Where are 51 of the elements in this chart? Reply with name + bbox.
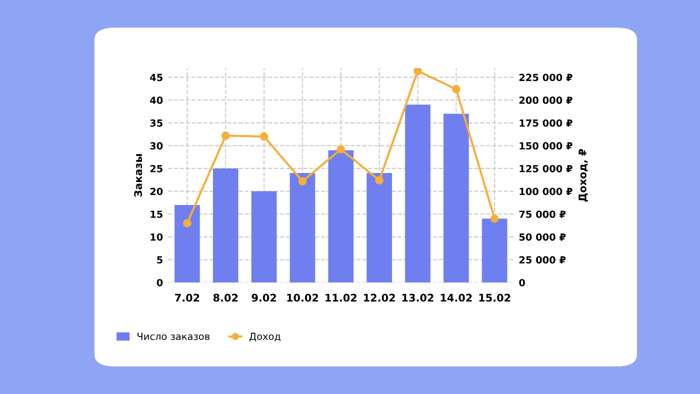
point <box>490 214 499 223</box>
bar <box>328 150 354 282</box>
bar <box>212 168 238 282</box>
point <box>452 84 460 94</box>
y-tick-label: 30 <box>150 142 163 150</box>
y2-tick-label: 0 <box>519 278 525 286</box>
x-tick-label: 12.02 <box>364 294 395 302</box>
point <box>298 177 307 186</box>
point <box>414 68 422 76</box>
point <box>375 176 384 185</box>
bar <box>290 173 316 282</box>
bar <box>174 204 200 282</box>
point <box>260 132 268 141</box>
bar <box>366 173 392 282</box>
point <box>336 145 346 154</box>
x-tick-label: 10.02 <box>287 294 318 302</box>
y-tick-label: 25 <box>150 164 162 172</box>
y-tick-label: 15 <box>150 210 162 218</box>
y-axis-title: Заказы <box>134 154 142 197</box>
y-tick-label: 35 <box>150 119 162 127</box>
y2-tick-label: 50 000 ₽ <box>519 233 566 241</box>
x-tick-label: 13.02 <box>402 294 434 302</box>
y2-tick-label: 225 000 ₽ <box>519 74 572 82</box>
y2-tick-label: 75 000 ₽ <box>519 210 566 218</box>
point <box>221 131 230 140</box>
point <box>183 219 192 228</box>
y-tick-label: 40 <box>150 96 163 104</box>
x-tick-label: 11.02 <box>326 294 356 302</box>
y-tick-label: 10 <box>150 233 163 241</box>
legend-label: Доход <box>249 332 280 342</box>
y2-tick-label: 150 000 ₽ <box>520 142 572 150</box>
y2-tick-label: 200 000 ₽ <box>519 96 572 104</box>
y-tick-label: 20 <box>150 188 163 196</box>
bar <box>443 114 469 282</box>
y-tick-label: 45 <box>150 74 162 82</box>
y2-axis-title: Доход, ₽ <box>578 148 588 202</box>
y2-tick-label: 125 000 ₽ <box>520 164 572 172</box>
bar <box>251 191 277 282</box>
x-tick-label: 7.02 <box>175 294 200 302</box>
x-tick-label: 15.02 <box>479 294 510 302</box>
bar <box>405 104 430 282</box>
x-tick-label: 9.02 <box>252 294 276 302</box>
x-tick-label: 8.02 <box>213 294 238 302</box>
legend-label: Число заказов <box>138 332 210 340</box>
y2-tick-label: 175 000 ₽ <box>520 119 572 127</box>
y-tick-label: 5 <box>157 256 162 264</box>
x-tick-label: 14.02 <box>440 294 472 302</box>
bar <box>482 218 508 282</box>
y2-tick-label: 100 000 ₽ <box>520 188 572 196</box>
y2-tick-label: 25 000 ₽ <box>519 256 566 264</box>
y-tick-label: 0 <box>156 278 163 286</box>
